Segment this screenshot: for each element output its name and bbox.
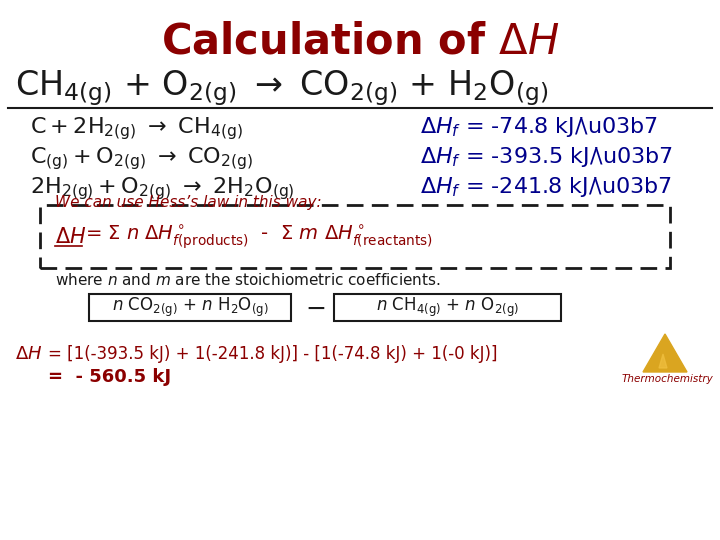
Text: where $\mathit{n}$ and $\mathit{m}$ are the stoichiometric coefficients.: where $\mathit{n}$ and $\mathit{m}$ are …: [55, 272, 441, 288]
Text: $\mathrm{C_{(g)} + O_{2(g)}}$ $\rightarrow$ $\mathrm{CO_{2(g)}}$: $\mathrm{C_{(g)} + O_{2(g)}}$ $\rightarr…: [30, 145, 253, 172]
Text: $\mathit{\Delta H}$: $\mathit{\Delta H}$: [15, 345, 42, 363]
Text: $\Delta H_f$ = -74.8 kJ/\u03b7: $\Delta H_f$ = -74.8 kJ/\u03b7: [420, 115, 658, 139]
Polygon shape: [643, 334, 687, 372]
Polygon shape: [659, 354, 667, 368]
Text: $-$: $-$: [305, 295, 325, 320]
Text: Calculation of $\mathit{\Delta H}$: Calculation of $\mathit{\Delta H}$: [161, 20, 559, 62]
Text: $\mathrm{2H_{2(g)} + O_{2(g)}}$ $\rightarrow$ $\mathrm{2H_2O_{(g)}}$: $\mathrm{2H_{2(g)} + O_{2(g)}}$ $\righta…: [30, 175, 294, 202]
Text: $\Delta H_f$ = -241.8 kJ/\u03b7: $\Delta H_f$ = -241.8 kJ/\u03b7: [420, 175, 672, 199]
Text: = [1(-393.5 kJ) + 1(-241.8 kJ)] - [1(-74.8 kJ) + 1(-0 kJ)]: = [1(-393.5 kJ) + 1(-241.8 kJ)] - [1(-74…: [48, 345, 498, 363]
Text: = $\Sigma$ $\mathit{n}$ $\Delta H^\circ_{f(\mathrm{products})}$  -  $\Sigma$ $\m: = $\Sigma$ $\mathit{n}$ $\Delta H^\circ_…: [85, 223, 433, 251]
Text: =  - 560.5 kJ: = - 560.5 kJ: [48, 368, 171, 386]
FancyBboxPatch shape: [89, 294, 291, 321]
FancyBboxPatch shape: [40, 205, 670, 268]
Text: $\mathrm{C + 2H_{2(g)}}$ $\rightarrow$ $\mathrm{CH_{4(g)}}$: $\mathrm{C + 2H_{2(g)}}$ $\rightarrow$ $…: [30, 115, 243, 142]
Text: $\mathrm{CH_{4(g)}}$ + $\mathrm{O_{2(g)}}$ $\rightarrow$ $\mathrm{CO_{2(g)}}$ + : $\mathrm{CH_{4(g)}}$ + $\mathrm{O_{2(g)}…: [15, 68, 549, 108]
Text: Thermochemistry: Thermochemistry: [621, 374, 713, 384]
Text: $\mathit{n}$ $\mathrm{CO_{2(g)}}$ + $\mathit{n}$ $\mathrm{H_2O_{(g)}}$: $\mathit{n}$ $\mathrm{CO_{2(g)}}$ + $\ma…: [112, 296, 269, 319]
Text: $\mathit{n}$ $\mathrm{CH_{4(g)}}$ + $\mathit{n}$ $\mathrm{O_{2(g)}}$: $\mathit{n}$ $\mathrm{CH_{4(g)}}$ + $\ma…: [376, 296, 519, 319]
Text: We can use Hess’s law in this way:: We can use Hess’s law in this way:: [55, 195, 322, 210]
Text: $\mathit{\Delta H}$: $\mathit{\Delta H}$: [55, 227, 86, 247]
Text: $\Delta H_f$ = -393.5 kJ/\u03b7: $\Delta H_f$ = -393.5 kJ/\u03b7: [420, 145, 673, 169]
FancyBboxPatch shape: [334, 294, 561, 321]
